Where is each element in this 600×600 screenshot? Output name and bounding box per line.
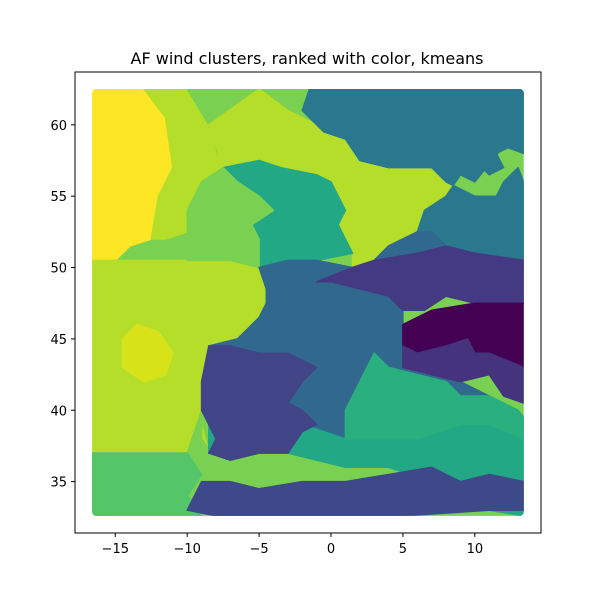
cluster-region bbox=[186, 466, 524, 516]
x-tick-label: 10 bbox=[467, 542, 484, 557]
y-tick-label: 60 bbox=[50, 119, 67, 134]
y-tick-label: 50 bbox=[50, 262, 67, 277]
y-tick-label: 55 bbox=[50, 190, 67, 205]
x-tick-label: 5 bbox=[399, 542, 407, 557]
cluster-region bbox=[186, 166, 275, 269]
cluster-region bbox=[308, 89, 524, 176]
y-tick-label: 45 bbox=[50, 333, 67, 348]
cluster-region bbox=[402, 338, 524, 404]
cluster-region bbox=[315, 245, 524, 312]
cluster-region bbox=[200, 345, 318, 461]
x-axis: −15 −10 −5 0 5 10 bbox=[102, 533, 484, 557]
x-tick-label: 0 bbox=[327, 542, 335, 557]
y-tick-label: 35 bbox=[50, 476, 67, 491]
y-tick-label: 40 bbox=[50, 404, 67, 419]
x-tick-label: −5 bbox=[250, 542, 269, 557]
y-axis: 35 40 45 50 55 60 bbox=[50, 119, 75, 491]
plot-frame bbox=[74, 71, 542, 534]
x-tick-label: −10 bbox=[173, 542, 200, 557]
cluster-region bbox=[344, 352, 524, 440]
cluster-region bbox=[92, 452, 203, 516]
x-tick-label: −15 bbox=[102, 542, 129, 557]
chart-title: AF wind clusters, ranked with color, kme… bbox=[131, 49, 484, 68]
cluster-region bbox=[121, 323, 174, 383]
plot-area bbox=[92, 89, 524, 516]
